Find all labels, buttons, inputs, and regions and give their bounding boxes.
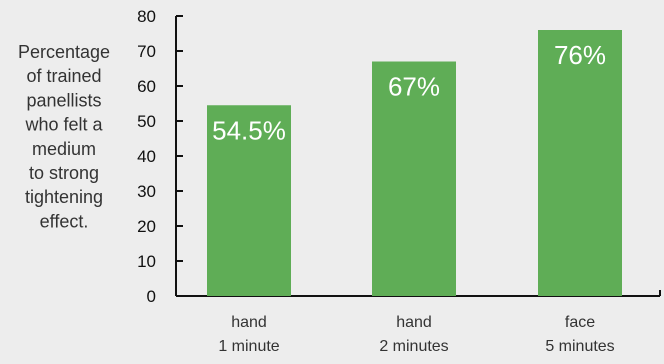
y-axis-label-line: tightening: [25, 187, 103, 207]
y-tick-label: 10: [137, 252, 156, 271]
y-axis-label-line: who felt a: [24, 115, 103, 135]
bar-data-label: 76%: [554, 40, 606, 70]
bar: [207, 105, 291, 296]
y-tick-label: 40: [137, 147, 156, 166]
y-tick-label: 80: [137, 7, 156, 26]
x-category-label: hand: [231, 314, 267, 331]
y-axis-label-line: to strong: [29, 163, 99, 183]
x-category-label: 5 minutes: [545, 338, 614, 355]
y-axis-label-line: of trained: [26, 66, 101, 86]
y-tick-label: 60: [137, 77, 156, 96]
y-axis-label-line: effect.: [40, 211, 89, 231]
y-axis-label: Percentage of trained panellists who felt a…: [18, 42, 110, 231]
x-category-label: 1 minute: [218, 338, 279, 355]
bar-data-label: 67%: [388, 72, 440, 102]
y-tick-label: 30: [137, 182, 156, 201]
y-tick-label: 50: [137, 112, 156, 131]
y-tick-label: 20: [137, 217, 156, 236]
x-category-label: hand: [396, 314, 432, 331]
x-category-label: face: [565, 314, 595, 331]
y-axis-label-line: panellists: [26, 90, 101, 110]
x-category-label: 2 minutes: [379, 338, 448, 355]
y-axis-label-line: medium: [32, 139, 96, 159]
y-axis-label-line: Percentage: [18, 42, 110, 62]
bar-data-label: 54.5%: [212, 115, 286, 145]
bar: [372, 61, 456, 296]
bar: [538, 30, 622, 296]
y-tick-label: 0: [147, 287, 156, 306]
y-tick-label: 70: [137, 42, 156, 61]
